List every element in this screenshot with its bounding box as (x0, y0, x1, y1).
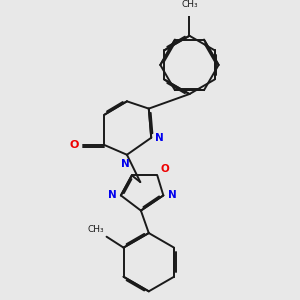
Text: N: N (155, 133, 164, 143)
Text: CH₃: CH₃ (181, 0, 198, 9)
Text: N: N (121, 159, 130, 169)
Text: O: O (161, 164, 170, 174)
Text: O: O (70, 140, 79, 150)
Text: N: N (168, 190, 176, 200)
Text: CH₃: CH₃ (88, 225, 104, 234)
Text: N: N (108, 190, 117, 200)
